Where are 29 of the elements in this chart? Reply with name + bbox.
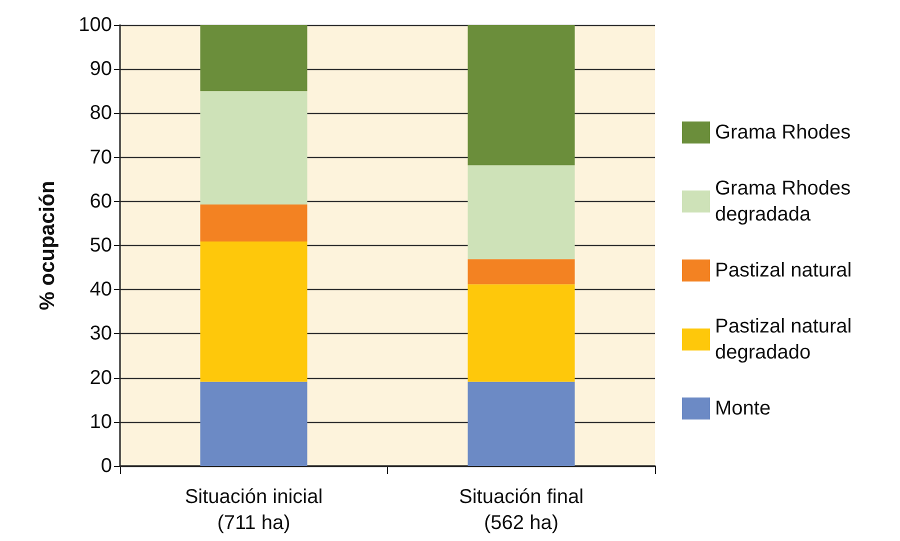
bar: [200, 204, 308, 242]
bar: [200, 25, 308, 92]
y-tick-label: 90: [90, 58, 112, 80]
bar: [468, 284, 575, 382]
y-tick-label: 20: [90, 366, 112, 389]
y-tick-label: 50: [90, 234, 112, 256]
bar: [200, 91, 308, 204]
bar: [468, 382, 575, 466]
y-tick-label: 40: [90, 278, 112, 301]
bar: [468, 259, 575, 284]
bar: [200, 382, 308, 466]
y-tick-label: 80: [90, 102, 112, 124]
legend-label: Pastizal natural degradado: [715, 316, 858, 364]
legend-label: Grama Rhodes degradada: [715, 178, 856, 226]
x-tick-label: Situación final (562 ha): [458, 486, 584, 534]
y-tick-label: 100: [78, 14, 112, 36]
bar: [200, 242, 308, 382]
legend-label: Monte: [715, 398, 771, 420]
y-tick-label: 10: [90, 410, 112, 433]
bar: [468, 165, 575, 260]
y-tick-label: 60: [90, 190, 112, 212]
legend-label: Pastizal natural: [715, 260, 852, 282]
y-axis-title: % ocupación: [36, 180, 59, 310]
y-tick-label: 70: [90, 146, 112, 168]
y-tick-label: 0: [100, 455, 112, 477]
y-tick-label: 30: [90, 322, 112, 345]
x-tick-label: Situación inicial (711 ha): [184, 486, 323, 534]
bar: [468, 25, 575, 166]
legend-label: Grama Rhodes: [715, 122, 851, 144]
